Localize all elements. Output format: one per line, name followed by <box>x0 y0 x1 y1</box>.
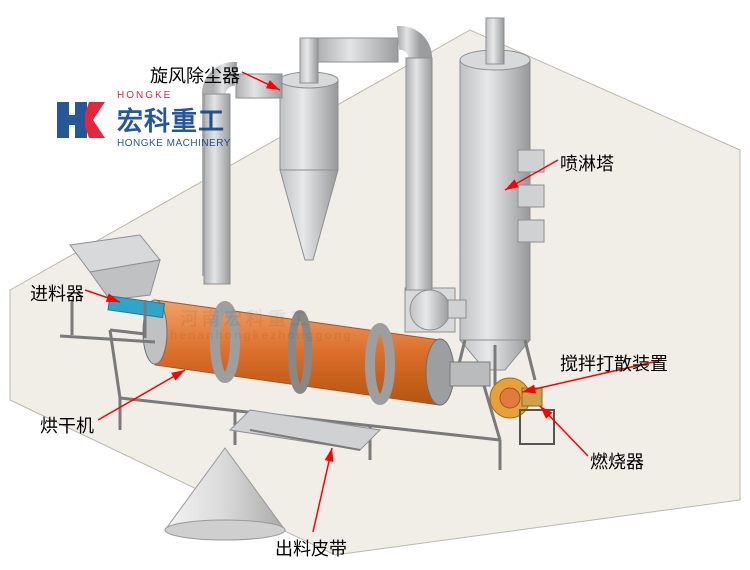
label-spray: 喷淋塔 <box>560 150 614 176</box>
logo-cn: 宏科重工 <box>117 101 231 138</box>
logo-en: HONGKE MACHINERY <box>117 138 231 149</box>
watermark-en: henanhongkezhonggong <box>170 328 353 342</box>
label-dryer: 烘干机 <box>40 412 94 438</box>
label-burner: 燃烧器 <box>590 448 644 474</box>
logo-mark-icon <box>55 96 111 144</box>
logo-hk: HONGKE <box>117 90 231 101</box>
label-cyclone: 旋风除尘器 <box>150 62 240 88</box>
label-discharge: 出料皮带 <box>275 535 347 561</box>
label-mixer: 搅拌打散装置 <box>560 350 668 376</box>
label-feeder: 进料器 <box>30 280 84 306</box>
diagram-canvas <box>0 0 750 565</box>
brand-logo: HONGKE 宏科重工 HONGKE MACHINERY <box>55 90 231 149</box>
